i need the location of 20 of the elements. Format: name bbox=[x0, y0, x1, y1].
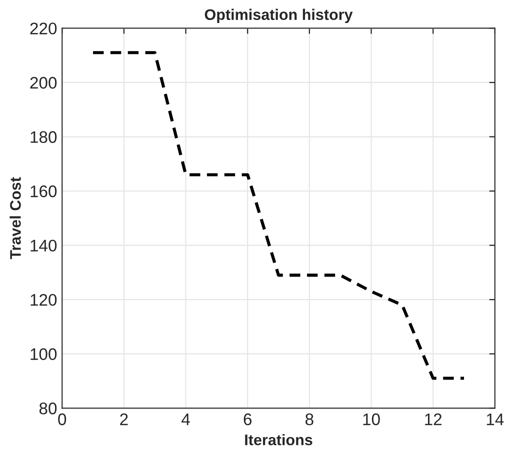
x-tick-label: 14 bbox=[486, 414, 504, 426]
x-tick-label: 0 bbox=[58, 413, 66, 426]
x-tick-label: 8 bbox=[306, 413, 314, 426]
chart-title: Optimisation history bbox=[204, 8, 353, 24]
y-tick-label: 120 bbox=[30, 294, 57, 306]
y-axis-title: Travel Cost bbox=[10, 177, 21, 260]
y-tick-label: 80 bbox=[39, 402, 57, 414]
y-tick-label: 220 bbox=[30, 22, 57, 34]
y-tick-label: 200 bbox=[30, 76, 57, 89]
y-tick-label: 160 bbox=[30, 185, 57, 198]
x-tick-label: 6 bbox=[244, 413, 252, 426]
line-series bbox=[92, 51, 466, 380]
x-tick-label: 12 bbox=[425, 413, 442, 426]
x-tick-label: 4 bbox=[182, 414, 190, 426]
x-axis-title: Iterations bbox=[245, 434, 312, 446]
y-tick-label: 140 bbox=[30, 240, 57, 252]
y-tick-label: 100 bbox=[30, 348, 57, 360]
x-tick-label: 10 bbox=[363, 413, 380, 426]
x-tick-label: 2 bbox=[120, 413, 128, 426]
y-tick-label: 180 bbox=[30, 131, 57, 143]
